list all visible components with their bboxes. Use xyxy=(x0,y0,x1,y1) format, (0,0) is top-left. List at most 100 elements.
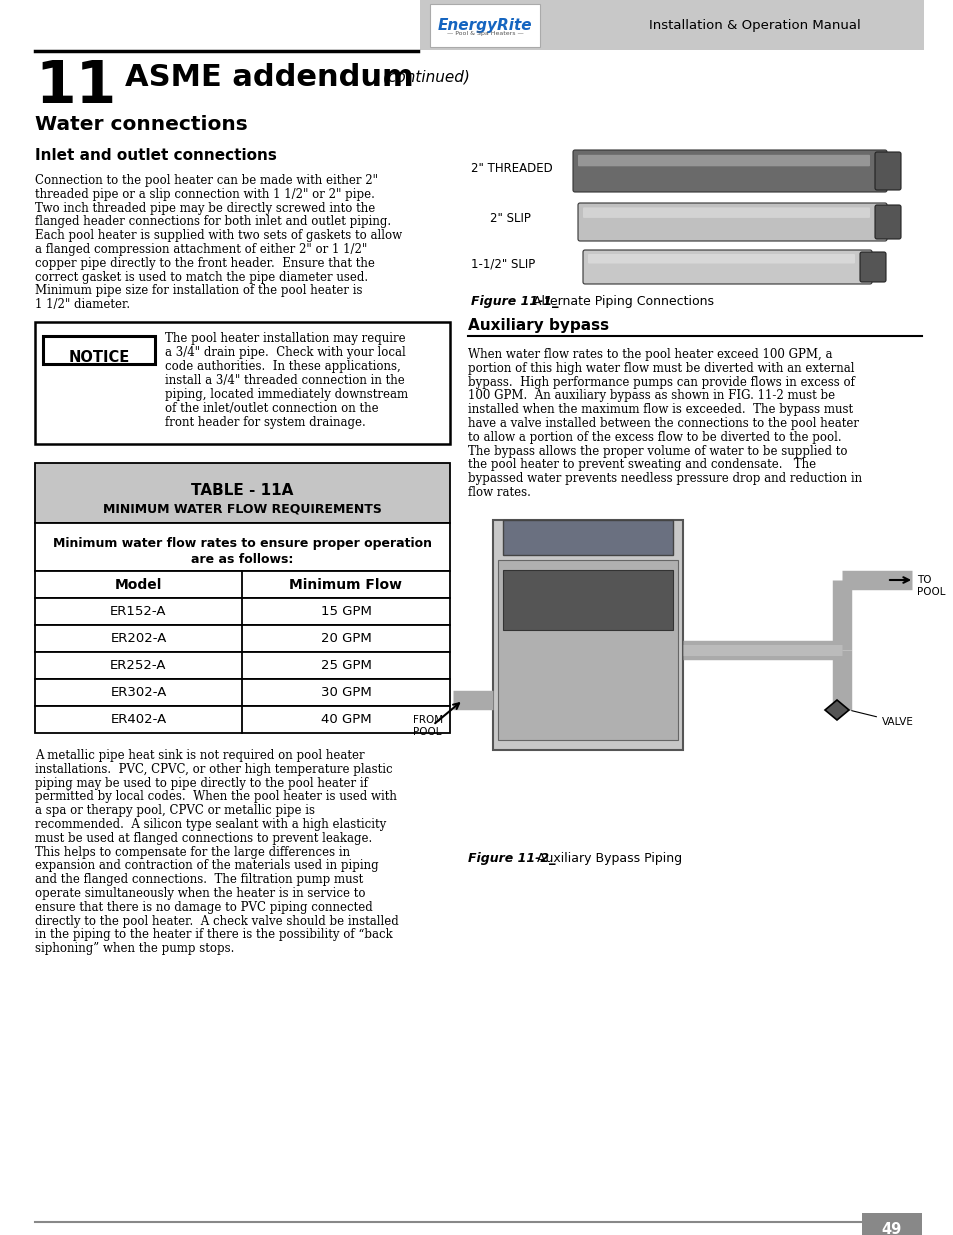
Text: installations.  PVC, CPVC, or other high temperature plastic: installations. PVC, CPVC, or other high … xyxy=(35,763,393,776)
Text: Minimum Flow: Minimum Flow xyxy=(289,578,402,592)
Text: bypass.  High performance pumps can provide flows in excess of: bypass. High performance pumps can provi… xyxy=(468,375,854,389)
Bar xyxy=(862,1213,921,1235)
Text: flanged header connections for both inlet and outlet piping.: flanged header connections for both inle… xyxy=(35,215,391,228)
Text: ER402-A: ER402-A xyxy=(111,713,167,726)
Text: Auxiliary Bypass Piping: Auxiliary Bypass Piping xyxy=(533,852,681,864)
Text: Inlet and outlet connections: Inlet and outlet connections xyxy=(35,148,276,163)
FancyBboxPatch shape xyxy=(874,152,900,190)
FancyBboxPatch shape xyxy=(573,149,886,191)
Text: recommended.  A silicon type sealant with a high elasticity: recommended. A silicon type sealant with… xyxy=(35,818,386,831)
Text: Alternate Piping Connections: Alternate Piping Connections xyxy=(529,295,713,308)
Bar xyxy=(493,520,682,750)
Text: must be used at flanged connections to prevent leakage.: must be used at flanged connections to p… xyxy=(35,832,372,845)
Text: to allow a portion of the excess flow to be diverted to the pool.: to allow a portion of the excess flow to… xyxy=(468,431,841,443)
Text: EnergyRite: EnergyRite xyxy=(437,19,532,33)
Bar xyxy=(35,522,450,571)
Text: TO
POOL: TO POOL xyxy=(916,576,944,597)
Text: Installation & Operation Manual: Installation & Operation Manual xyxy=(648,19,860,32)
Text: 49: 49 xyxy=(881,1221,902,1235)
Text: NOTICE: NOTICE xyxy=(69,350,130,366)
Bar xyxy=(35,571,450,598)
FancyBboxPatch shape xyxy=(582,249,871,284)
Bar xyxy=(502,520,672,555)
Text: piping may be used to pipe directly to the pool heater if: piping may be used to pipe directly to t… xyxy=(35,777,368,789)
Text: 100 GPM.  An auxiliary bypass as shown in FIG. 11-2 must be: 100 GPM. An auxiliary bypass as shown in… xyxy=(468,389,834,403)
Text: a spa or therapy pool, CPVC or metallic pipe is: a spa or therapy pool, CPVC or metallic … xyxy=(35,804,314,818)
Text: installed when the maximum flow is exceeded.  The bypass must: installed when the maximum flow is excee… xyxy=(468,403,852,416)
Text: front header for system drainage.: front header for system drainage. xyxy=(165,416,365,429)
Bar xyxy=(35,679,450,706)
Text: Minimum water flow rates to ensure proper operation: Minimum water flow rates to ensure prope… xyxy=(53,537,432,550)
Text: Water connections: Water connections xyxy=(35,115,248,135)
Text: have a valve installed between the connections to the pool heater: have a valve installed between the conne… xyxy=(468,417,858,430)
Text: the pool heater to prevent sweating and condensate.   The: the pool heater to prevent sweating and … xyxy=(468,458,815,472)
Text: A metallic pipe heat sink is not required on pool heater: A metallic pipe heat sink is not require… xyxy=(35,748,364,762)
Text: 1 1/2" diameter.: 1 1/2" diameter. xyxy=(35,298,130,311)
Text: threaded pipe or a slip connection with 1 1/2" or 2" pipe.: threaded pipe or a slip connection with … xyxy=(35,188,375,201)
Bar xyxy=(430,4,539,47)
Bar xyxy=(35,598,450,625)
Bar xyxy=(43,336,154,364)
Text: 25 GPM: 25 GPM xyxy=(320,659,371,672)
FancyBboxPatch shape xyxy=(874,205,900,240)
FancyBboxPatch shape xyxy=(859,252,885,282)
Text: correct gasket is used to match the pipe diameter used.: correct gasket is used to match the pipe… xyxy=(35,270,368,284)
Text: TABLE - 11A: TABLE - 11A xyxy=(192,483,294,498)
Text: piping, located immediately downstream: piping, located immediately downstream xyxy=(165,388,408,401)
FancyBboxPatch shape xyxy=(582,207,869,217)
Text: FROM
POOL: FROM POOL xyxy=(413,715,442,736)
Text: code authorities.  In these applications,: code authorities. In these applications, xyxy=(165,359,400,373)
Text: 2" THREADED: 2" THREADED xyxy=(471,162,552,174)
Text: directly to the pool heater.  A check valve should be installed: directly to the pool heater. A check val… xyxy=(35,915,398,927)
Text: Model: Model xyxy=(114,578,162,592)
Text: flow rates.: flow rates. xyxy=(468,487,530,499)
Text: When water flow rates to the pool heater exceed 100 GPM, a: When water flow rates to the pool heater… xyxy=(468,348,832,361)
Text: operate simultaneously when the heater is in service to: operate simultaneously when the heater i… xyxy=(35,887,365,900)
Text: ER152-A: ER152-A xyxy=(111,605,167,618)
Text: VALVE: VALVE xyxy=(851,710,913,727)
Text: a 3/4" drain pipe.  Check with your local: a 3/4" drain pipe. Check with your local xyxy=(165,346,405,359)
Bar xyxy=(35,706,450,734)
Text: (continued): (continued) xyxy=(382,70,471,85)
Text: in the piping to the heater if there is the possibility of “back: in the piping to the heater if there is … xyxy=(35,929,393,941)
FancyBboxPatch shape xyxy=(578,154,869,167)
Text: The bypass allows the proper volume of water to be supplied to: The bypass allows the proper volume of w… xyxy=(468,445,846,458)
Text: ensure that there is no damage to PVC piping connected: ensure that there is no damage to PVC pi… xyxy=(35,900,373,914)
FancyBboxPatch shape xyxy=(578,203,886,241)
Text: This helps to compensate for the large differences in: This helps to compensate for the large d… xyxy=(35,846,350,858)
Text: bypassed water prevents needless pressure drop and reduction in: bypassed water prevents needless pressur… xyxy=(468,472,862,485)
Text: Figure 11-2_: Figure 11-2_ xyxy=(468,852,555,864)
Bar xyxy=(502,571,672,630)
Text: Minimum pipe size for installation of the pool heater is: Minimum pipe size for installation of th… xyxy=(35,284,362,298)
Text: and the flanged connections.  The filtration pump must: and the flanged connections. The filtrat… xyxy=(35,873,363,887)
FancyBboxPatch shape xyxy=(587,254,854,263)
Bar xyxy=(35,625,450,652)
Bar xyxy=(497,559,678,740)
Text: a flanged compression attachment of either 2" or 1 1/2": a flanged compression attachment of eith… xyxy=(35,243,367,256)
Text: siphoning” when the pump stops.: siphoning” when the pump stops. xyxy=(35,942,234,955)
Text: 15 GPM: 15 GPM xyxy=(320,605,371,618)
Text: are as follows:: are as follows: xyxy=(192,553,294,566)
Text: Figure 11-1_: Figure 11-1_ xyxy=(471,295,558,308)
Bar xyxy=(35,652,450,679)
Text: install a 3/4" threaded connection in the: install a 3/4" threaded connection in th… xyxy=(165,374,404,387)
Text: Two inch threaded pipe may be directly screwed into the: Two inch threaded pipe may be directly s… xyxy=(35,201,375,215)
Bar xyxy=(419,0,923,49)
Text: 1-1/2" SLIP: 1-1/2" SLIP xyxy=(471,258,535,270)
Bar xyxy=(35,463,450,522)
Text: expansion and contraction of the materials used in piping: expansion and contraction of the materia… xyxy=(35,860,378,872)
Text: — Pool & Spa Heaters —: — Pool & Spa Heaters — xyxy=(446,31,523,36)
Text: 11: 11 xyxy=(35,58,116,115)
Text: The pool heater installation may require: The pool heater installation may require xyxy=(165,332,405,345)
Text: permitted by local codes.  When the pool heater is used with: permitted by local codes. When the pool … xyxy=(35,790,396,804)
Text: ER302-A: ER302-A xyxy=(111,685,167,699)
Text: 20 GPM: 20 GPM xyxy=(320,632,371,645)
Polygon shape xyxy=(824,700,848,720)
Text: MINIMUM WATER FLOW REQUIREMENTS: MINIMUM WATER FLOW REQUIREMENTS xyxy=(103,503,381,516)
Text: portion of this high water flow must be diverted with an external: portion of this high water flow must be … xyxy=(468,362,854,374)
Text: ER252-A: ER252-A xyxy=(111,659,167,672)
Text: 2" SLIP: 2" SLIP xyxy=(490,212,530,226)
Text: copper pipe directly to the front header.  Ensure that the: copper pipe directly to the front header… xyxy=(35,257,375,269)
Text: Auxiliary bypass: Auxiliary bypass xyxy=(468,317,608,333)
Text: of the inlet/outlet connection on the: of the inlet/outlet connection on the xyxy=(165,403,378,415)
